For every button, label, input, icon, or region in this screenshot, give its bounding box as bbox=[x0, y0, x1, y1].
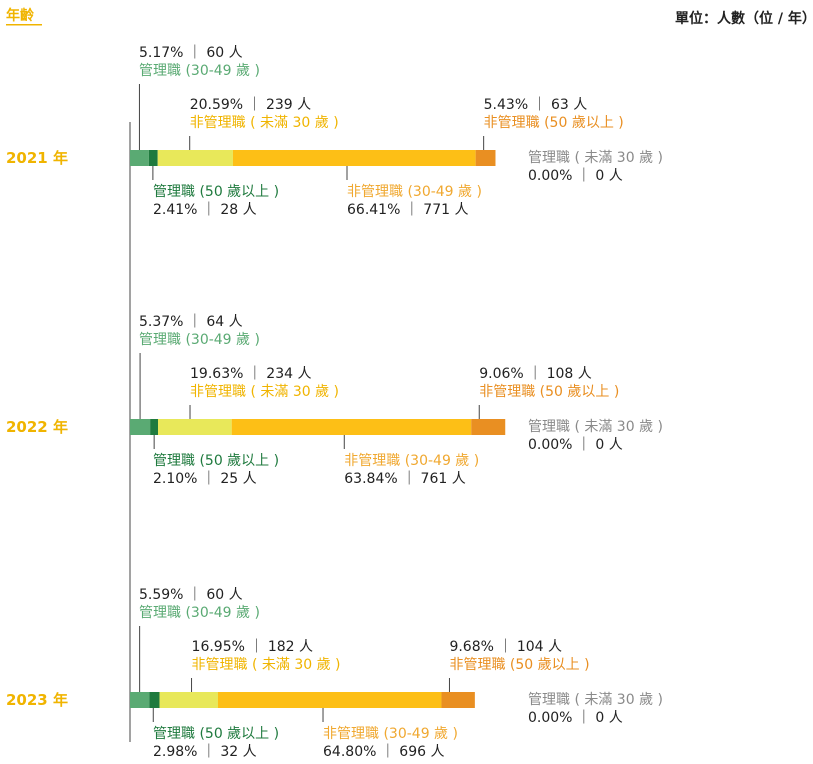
data-label-mgmt_30_49: 5.17% ｜ 60 人 bbox=[139, 45, 243, 61]
data-label-mgmt_50_plus: 2.10% ｜ 25 人 bbox=[153, 471, 257, 487]
data-label-mgmt_under30: 0.00% ｜ 0 人 bbox=[528, 168, 623, 184]
year-label: 2021 年 bbox=[6, 149, 68, 167]
bar-segment-mgmt_30_49 bbox=[130, 692, 150, 708]
data-label-mgmt_under30: 0.00% ｜ 0 人 bbox=[528, 437, 623, 453]
data-label-non_mgmt_30_49: 63.84% ｜ 761 人 bbox=[344, 471, 465, 487]
bar-segment-non_mgmt_30_49 bbox=[232, 150, 476, 166]
series-label-mgmt_50_plus: 管理職 (50 歲以上 ) bbox=[153, 453, 279, 469]
bar-segment-mgmt_50_plus bbox=[149, 692, 160, 708]
series-label-mgmt_50_plus: 管理職 (50 歲以上 ) bbox=[153, 726, 279, 742]
year-label: 2023 年 bbox=[6, 691, 68, 709]
bar-segment-non_mgmt_50_plus bbox=[441, 692, 475, 708]
year-label: 2022 年 bbox=[6, 418, 68, 436]
data-label-mgmt_under30: 0.00% ｜ 0 人 bbox=[528, 710, 623, 726]
series-label-non_mgmt_under30: 非管理職 ( 未滿 30 歲 ) bbox=[190, 384, 339, 400]
title-underline bbox=[6, 24, 42, 26]
data-label-non_mgmt_50_plus: 9.68% ｜ 104 人 bbox=[449, 639, 562, 655]
data-label-non_mgmt_under30: 16.95% ｜ 182 人 bbox=[192, 639, 313, 655]
series-label-mgmt_under30: 管理職 ( 未滿 30 歲 ) bbox=[528, 692, 663, 708]
series-label-non_mgmt_50_plus: 非管理職 (50 歲以上 ) bbox=[484, 115, 624, 131]
series-label-non_mgmt_under30: 非管理職 ( 未滿 30 歲 ) bbox=[190, 115, 339, 131]
data-label-non_mgmt_50_plus: 5.43% ｜ 63 人 bbox=[484, 97, 588, 113]
bar-segment-non_mgmt_30_49 bbox=[217, 692, 442, 708]
series-label-non_mgmt_30_49: 非管理職 (30-49 歲 ) bbox=[344, 453, 479, 469]
series-label-mgmt_under30: 管理職 ( 未滿 30 歲 ) bbox=[528, 419, 663, 435]
data-label-non_mgmt_30_49: 64.80% ｜ 696 人 bbox=[323, 744, 444, 760]
series-label-non_mgmt_50_plus: 非管理職 (50 歲以上 ) bbox=[479, 384, 619, 400]
bar-segment-non_mgmt_50_plus bbox=[471, 419, 506, 435]
data-label-mgmt_30_49: 5.59% ｜ 60 人 bbox=[139, 587, 243, 603]
bar-segment-non_mgmt_under30 bbox=[159, 692, 218, 708]
data-label-non_mgmt_under30: 19.63% ｜ 234 人 bbox=[190, 366, 311, 382]
data-label-mgmt_50_plus: 2.98% ｜ 32 人 bbox=[153, 744, 257, 760]
bar-segment-mgmt_50_plus bbox=[148, 150, 158, 166]
series-label-non_mgmt_under30: 非管理職 ( 未滿 30 歲 ) bbox=[192, 657, 341, 673]
bar-segment-non_mgmt_30_49 bbox=[231, 419, 472, 435]
bar-segment-non_mgmt_under30 bbox=[157, 150, 233, 166]
series-label-mgmt_30_49: 管理職 (30-49 歲 ) bbox=[139, 605, 260, 621]
data-label-non_mgmt_50_plus: 9.06% ｜ 108 人 bbox=[479, 366, 592, 382]
data-label-non_mgmt_under30: 20.59% ｜ 239 人 bbox=[190, 97, 311, 113]
data-label-non_mgmt_30_49: 66.41% ｜ 771 人 bbox=[347, 202, 468, 218]
series-label-mgmt_under30: 管理職 ( 未滿 30 歲 ) bbox=[528, 150, 663, 166]
series-label-mgmt_30_49: 管理職 (30-49 歲 ) bbox=[139, 63, 260, 79]
bar-segment-mgmt_50_plus bbox=[150, 419, 159, 435]
chart-title: 年齡 bbox=[6, 7, 34, 24]
series-label-non_mgmt_30_49: 非管理職 (30-49 歲 ) bbox=[323, 726, 458, 742]
series-label-mgmt_30_49: 管理職 (30-49 歲 ) bbox=[139, 332, 260, 348]
bar-segment-mgmt_30_49 bbox=[130, 150, 149, 166]
series-label-non_mgmt_30_49: 非管理職 (30-49 歲 ) bbox=[347, 184, 482, 200]
unit-label: 單位：人數（位 / 年） bbox=[675, 10, 813, 27]
bar-segment-non_mgmt_under30 bbox=[158, 419, 232, 435]
data-label-mgmt_30_49: 5.37% ｜ 64 人 bbox=[139, 314, 243, 330]
series-label-mgmt_50_plus: 管理職 (50 歲以上 ) bbox=[153, 184, 279, 200]
bar-segment-non_mgmt_50_plus bbox=[475, 150, 496, 166]
data-label-mgmt_50_plus: 2.41% ｜ 28 人 bbox=[153, 202, 257, 218]
bar-segment-mgmt_30_49 bbox=[130, 419, 151, 435]
series-label-non_mgmt_50_plus: 非管理職 (50 歲以上 ) bbox=[449, 657, 589, 673]
